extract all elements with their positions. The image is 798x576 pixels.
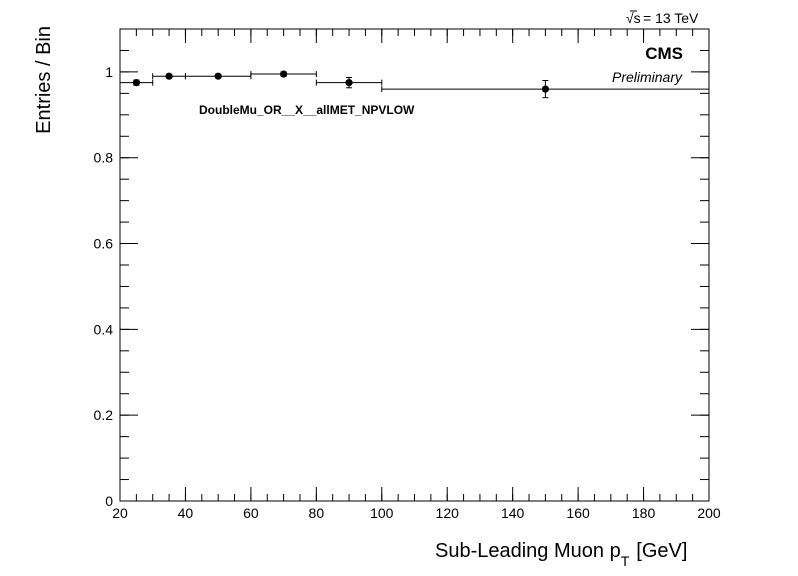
x-tick-label: 120 — [436, 505, 460, 521]
data-point — [381, 79, 710, 99]
x-tick-label: 60 — [243, 505, 259, 521]
x-tick-label: 140 — [501, 505, 525, 521]
y-tick-labels: 0 0.2 0.4 0.6 0.8 1 — [94, 64, 114, 509]
x-tick-label: 20 — [112, 505, 128, 521]
x-axis-title-subscript: T — [621, 553, 630, 569]
y-tick-label: 0.4 — [94, 321, 114, 337]
data-point — [184, 72, 252, 80]
data-point — [315, 76, 383, 89]
y-tick-label: 0.8 — [94, 150, 114, 166]
x-axis-title-main: Sub-Leading Muon p — [435, 540, 621, 562]
y-tick-label: 0.6 — [94, 236, 114, 252]
x-tick-label: 180 — [632, 505, 656, 521]
x-tick-label: 160 — [566, 505, 590, 521]
sqrt-s-symbol: √s — [626, 10, 641, 26]
data-marker — [345, 79, 353, 87]
status-label: Preliminary — [612, 69, 683, 85]
data-marker — [132, 79, 140, 87]
data-point — [250, 70, 317, 78]
data-point — [152, 72, 186, 80]
plot-frame — [119, 28, 710, 502]
x-tick-label: 200 — [697, 505, 721, 521]
data-points — [119, 70, 710, 99]
axis-ticks — [119, 28, 710, 502]
data-marker — [165, 72, 173, 80]
x-axis-title-unit: [GeV] — [636, 540, 687, 562]
selection-annotation: DoubleMu_OR__X__allMET_NPVLOW — [199, 103, 415, 117]
data-marker — [280, 70, 288, 78]
data-point — [119, 79, 154, 87]
x-tick-label: 100 — [370, 505, 394, 521]
y-tick-label: 1 — [105, 64, 113, 80]
data-marker — [541, 85, 549, 93]
y-axis-title: Entries / Bin — [33, 26, 55, 134]
y-tick-label: 0.2 — [94, 407, 114, 423]
x-tick-label: 40 — [178, 505, 194, 521]
x-tick-labels: 20 40 60 80 100 120 140 160 180 200 — [112, 505, 721, 521]
experiment-label: CMS — [645, 44, 683, 63]
x-axis-title: Sub-Leading Muon pT [GeV] — [435, 540, 687, 569]
energy-label: = 13 TeV — [643, 10, 699, 26]
data-marker — [214, 72, 222, 80]
x-tick-label: 80 — [309, 505, 325, 521]
y-tick-label: 0 — [105, 493, 113, 509]
